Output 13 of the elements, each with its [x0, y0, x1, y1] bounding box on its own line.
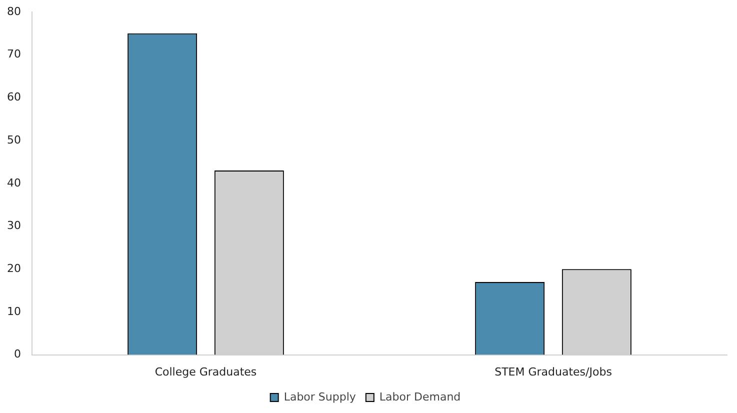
x-tick-label: College Graduates: [154, 365, 257, 378]
y-tick-label: 0: [14, 348, 21, 361]
y-tick-label: 10: [6, 304, 21, 318]
y-tick-label: 40: [6, 176, 21, 190]
legend-label: Labor Demand: [379, 390, 461, 404]
x-tick-label: STEM Graduates/Jobs: [494, 365, 612, 378]
y-tick-label: 20: [6, 262, 21, 275]
y-tick-label: 60: [6, 90, 21, 104]
y-tick-label: 80: [6, 4, 21, 18]
legend-label: Labor Supply: [284, 390, 356, 404]
y-tick-label: 50: [6, 133, 21, 146]
y-tick-label: 70: [6, 48, 21, 61]
y-tick-label: 30: [6, 219, 21, 232]
